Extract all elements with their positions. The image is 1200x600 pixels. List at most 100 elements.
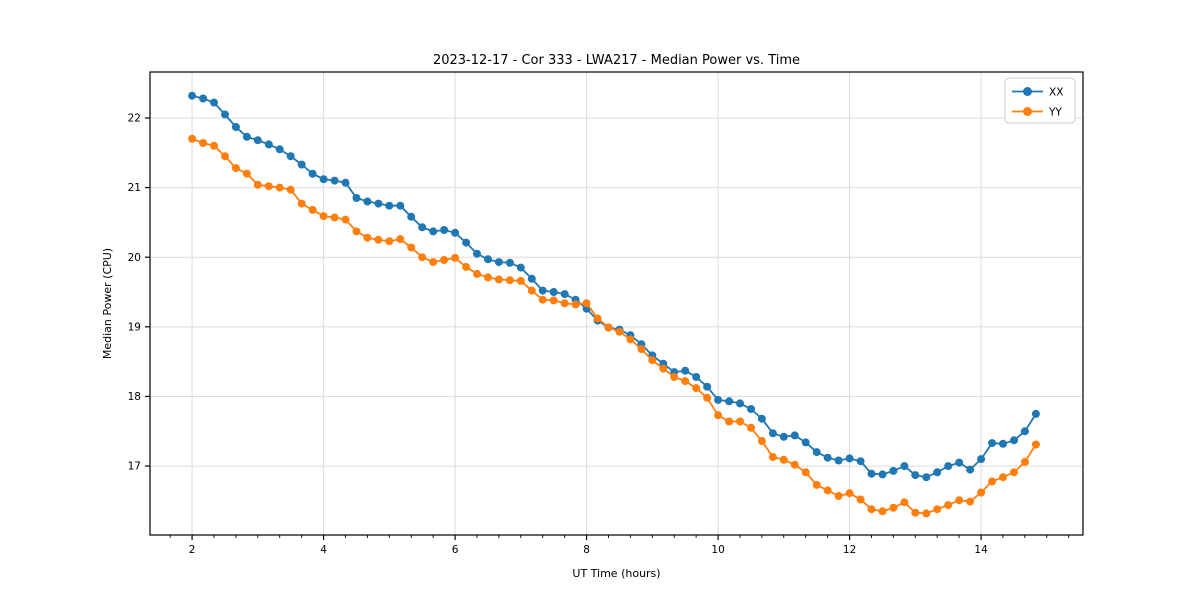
series-XX-marker <box>714 395 723 404</box>
series-XX-marker <box>199 94 208 103</box>
series-YY-marker <box>889 503 898 512</box>
series-YY-marker <box>253 180 262 189</box>
x-tick-label: 10 <box>711 544 724 556</box>
series-XX-marker <box>812 448 821 457</box>
series-XX-marker <box>1031 409 1040 418</box>
chart-title: 2023-12-17 - Cor 333 - LWA217 - Median P… <box>433 53 800 68</box>
series-YY-marker <box>703 393 712 402</box>
series-YY-marker <box>790 460 799 469</box>
series-XX-marker <box>319 175 328 184</box>
series-XX-marker <box>484 255 492 264</box>
series-YY-marker <box>626 335 635 344</box>
series-XX-marker <box>516 263 525 272</box>
series-YY-marker <box>977 488 986 497</box>
series-XX-marker <box>834 456 843 465</box>
series-YY-marker <box>757 437 766 445</box>
series-XX-marker <box>308 169 317 178</box>
legend-label-YY: YY <box>1048 106 1062 118</box>
legend: XX YY <box>1004 77 1076 124</box>
series-YY-marker <box>692 384 701 393</box>
series-YY-marker <box>670 373 679 381</box>
series-YY-marker <box>988 477 997 486</box>
series-YY-marker <box>637 345 646 354</box>
series-XX-marker <box>549 288 558 296</box>
series-XX-marker <box>231 123 240 131</box>
y-tick-label: 19 <box>128 321 141 333</box>
series-XX-marker <box>494 258 503 267</box>
series-XX-marker <box>440 226 449 234</box>
series-XX-marker <box>210 98 218 107</box>
series-XX-marker <box>692 373 701 381</box>
series-YY-marker <box>396 235 405 244</box>
series-YY-marker <box>911 508 920 517</box>
series-XX-marker <box>999 439 1007 448</box>
series-XX-marker <box>330 176 339 185</box>
y-tick-label: 21 <box>128 182 141 194</box>
series-XX-marker <box>538 286 547 295</box>
y-tick-label: 18 <box>128 391 141 403</box>
series-YY-marker <box>747 423 755 432</box>
series-XX-marker <box>297 160 306 169</box>
series-XX-marker <box>955 458 964 467</box>
series-XX-marker <box>275 145 284 154</box>
y-tick-label: 20 <box>128 252 141 264</box>
series-YY-marker <box>242 169 251 178</box>
series-YY-marker <box>407 243 416 252</box>
x-tick-label: 14 <box>974 544 988 556</box>
series-YY-marker <box>221 152 229 161</box>
series-XX-marker <box>385 201 394 210</box>
series-YY-marker <box>560 299 569 308</box>
series-XX-marker <box>374 199 383 208</box>
legend-marker-sample <box>1023 107 1032 116</box>
series-XX-marker <box>1010 436 1018 445</box>
series-XX-line <box>191 94 1037 479</box>
series-YY-marker <box>768 453 777 461</box>
series-YY-marker <box>725 417 734 426</box>
series-YY-line <box>191 137 1037 515</box>
x-tick-label: 6 <box>452 544 459 556</box>
series-YY-marker <box>582 299 591 308</box>
series-XX-marker <box>396 201 405 210</box>
series-YY-marker <box>363 233 372 242</box>
series-XX-marker <box>352 194 361 202</box>
series-YY-marker <box>681 377 690 386</box>
series-XX-marker <box>253 136 262 145</box>
grid-layer <box>150 72 1083 535</box>
series-YY-marker <box>473 269 481 278</box>
series-YY-marker <box>966 497 975 506</box>
series-layer <box>188 91 1040 518</box>
series-XX-marker <box>341 178 350 187</box>
series-YY-marker <box>922 509 931 518</box>
series-XX-marker <box>747 405 755 413</box>
series-XX-marker <box>768 429 777 438</box>
series-YY-marker <box>538 295 547 304</box>
series-YY-marker <box>516 276 525 285</box>
x-tick-label: 2 <box>189 544 196 556</box>
series-YY-marker <box>264 182 273 191</box>
series-YY-marker <box>900 498 909 507</box>
series-XX-marker <box>933 468 942 477</box>
series-YY-marker <box>385 237 394 246</box>
series-YY-marker <box>812 480 821 489</box>
series-XX-marker <box>407 212 416 221</box>
series-YY-marker <box>801 468 810 477</box>
series-YY-marker <box>659 364 668 373</box>
y-tick-label: 22 <box>128 113 141 125</box>
legend-box <box>1004 77 1076 124</box>
series-YY-marker <box>505 276 514 285</box>
series-XX-marker <box>988 439 997 448</box>
series-XX-marker <box>823 453 832 462</box>
series-XX-marker <box>911 471 920 480</box>
series-YY-marker <box>955 496 964 505</box>
series-YY-marker <box>648 356 657 365</box>
series-YY-marker <box>297 199 306 208</box>
series-XX-marker <box>286 152 295 161</box>
tick-layer: 2 4 6 8 10 12 14 17 18 19 20 21 22 <box>128 113 1070 556</box>
series-YY-marker <box>418 253 427 262</box>
plot-frame <box>149 71 1084 536</box>
series-XX-marker <box>473 249 481 258</box>
series-XX-marker <box>703 382 712 391</box>
series-YY-marker <box>834 492 843 500</box>
series-YY-marker <box>275 183 284 192</box>
